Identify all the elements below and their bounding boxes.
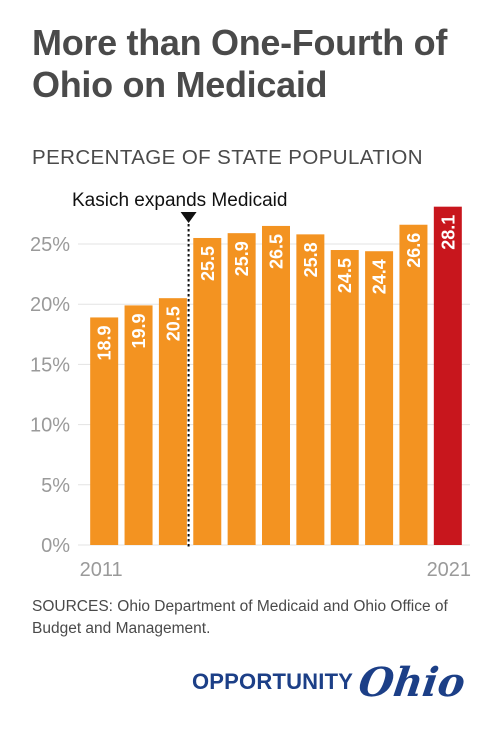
chart-title: More than One-Fourth of Ohio on Medicaid xyxy=(32,22,448,105)
x-tick-label-first: 2011 xyxy=(80,559,123,581)
y-tick-label: 0% xyxy=(41,535,70,557)
bar-2015 xyxy=(227,233,256,545)
bar-2019 xyxy=(365,251,394,545)
annotation-arrow-icon xyxy=(180,212,197,223)
bar-2014 xyxy=(193,237,222,546)
bar-value-label: 28.1 xyxy=(438,215,458,250)
bar-value-label: 18.9 xyxy=(95,325,115,360)
y-tick-label: 25% xyxy=(30,234,70,256)
bar-2018 xyxy=(330,250,359,545)
bar-2016 xyxy=(262,225,290,545)
bar-value-label: 26.5 xyxy=(267,234,287,269)
bar-value-label: 25.9 xyxy=(232,241,252,276)
y-tick-label: 10% xyxy=(30,415,70,437)
logo-script: Ohio xyxy=(355,658,469,706)
bar-2013 xyxy=(158,298,187,545)
bar-value-label: 24.5 xyxy=(335,258,355,293)
y-tick-label: 20% xyxy=(30,294,70,316)
bar-value-label: 25.8 xyxy=(301,242,321,277)
bar-value-label: 20.5 xyxy=(163,306,183,341)
bars: 18.9 19.9 20.5 25.5 25.9 26.5 25.8 24.5 24.4 26.6… xyxy=(90,206,462,546)
bar-chart: 0% 5% 10% 15% 20% 25% 18.9 19.9 20.5 25.5 25.9 26.… xyxy=(30,190,471,581)
annotation-group: Kasich expands Medicaid xyxy=(72,190,287,548)
chart-subtitle: PERCENTAGE OF STATE POPULATION xyxy=(32,146,423,169)
bar-value-label: 19.9 xyxy=(129,313,149,348)
sources-note: SOURCES: Ohio Department of Medicaid and… xyxy=(32,598,448,637)
y-tick-label: 15% xyxy=(30,354,70,376)
bar-value-label: 25.5 xyxy=(198,246,218,281)
opportunity-ohio-logo[interactable]: OPPORTUNITY Ohio xyxy=(192,652,469,712)
x-axis-ticks: 2011 2021 xyxy=(80,559,471,581)
bar-2017 xyxy=(296,234,325,546)
bar-value-label: 26.6 xyxy=(404,233,424,268)
logo-word: OPPORTUNITY xyxy=(192,669,354,694)
bar-2011 xyxy=(90,317,119,545)
y-tick-label: 5% xyxy=(41,475,70,497)
bar-2020 xyxy=(399,224,428,545)
annotation-label: Kasich expands Medicaid xyxy=(72,190,287,211)
bar-value-label: 24.4 xyxy=(370,259,390,294)
y-axis-ticks: 0% 5% 10% 15% 20% 25% xyxy=(30,234,70,557)
bar-2012 xyxy=(124,305,153,545)
bar-2021 xyxy=(433,206,462,545)
x-tick-label-last: 2021 xyxy=(427,559,472,581)
